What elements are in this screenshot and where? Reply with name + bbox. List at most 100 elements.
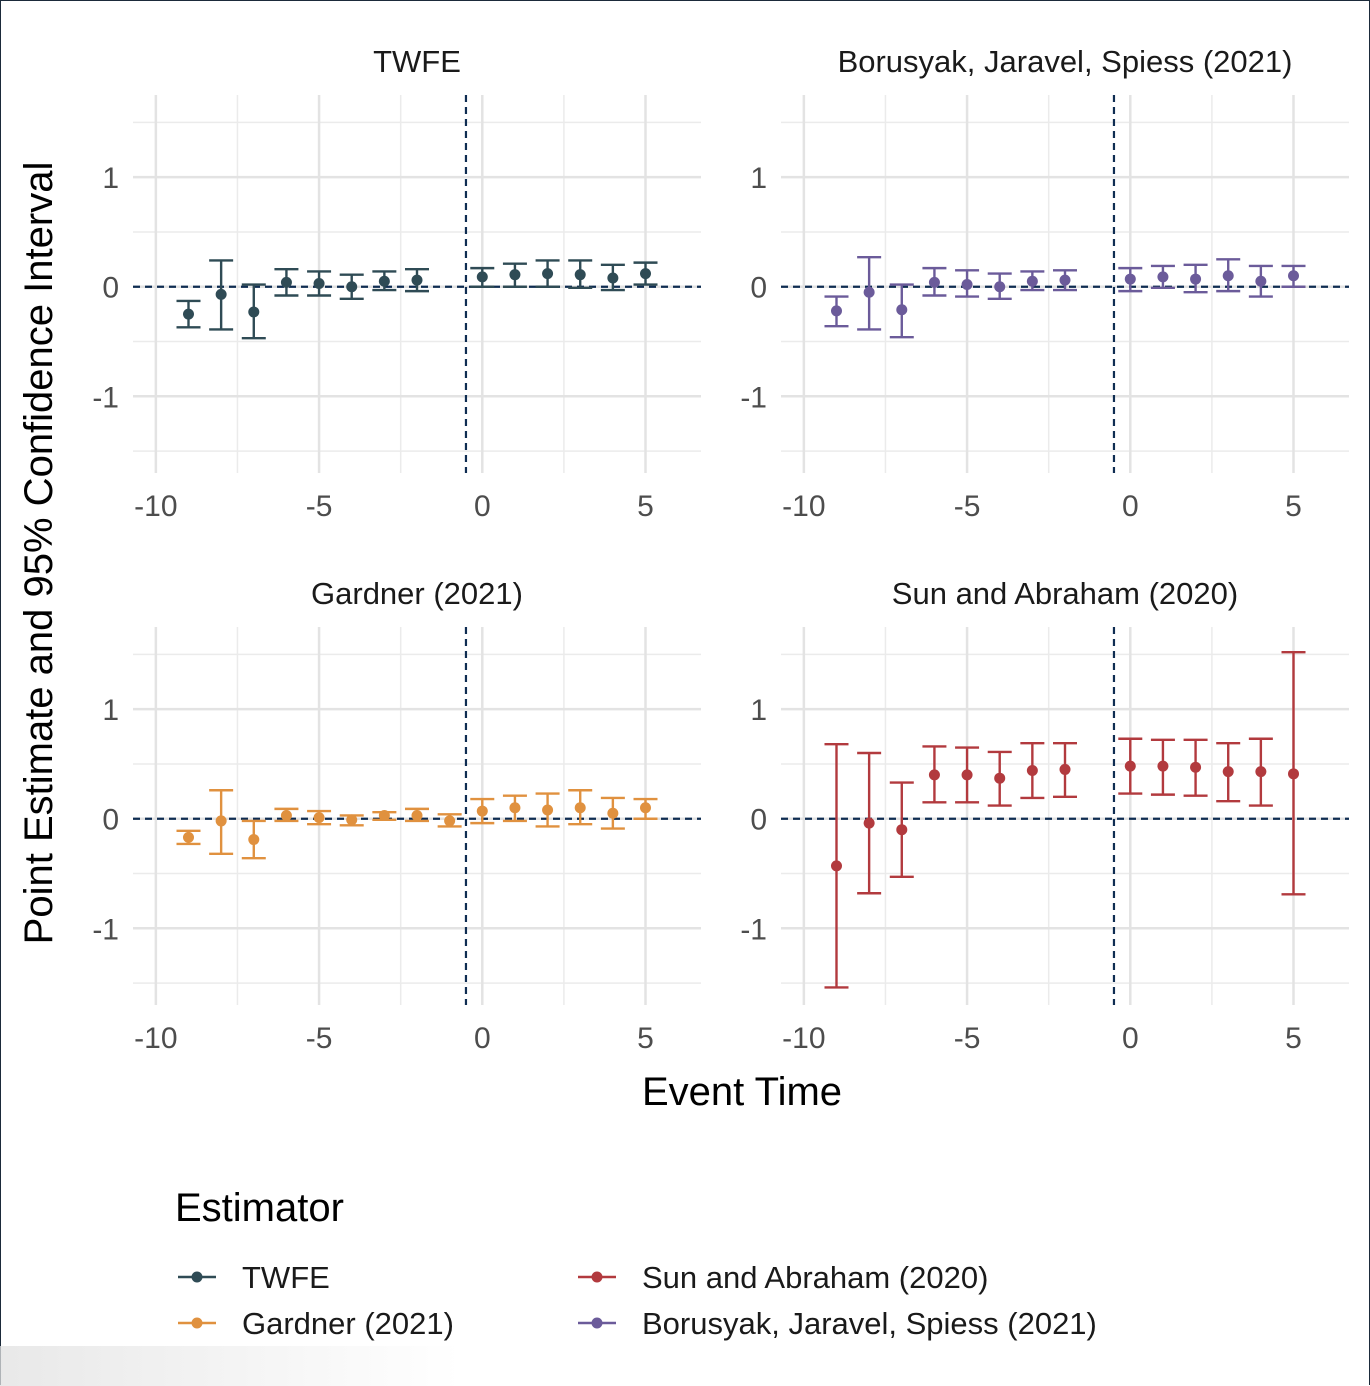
point-estimate	[1190, 761, 1202, 773]
point-estimate	[509, 269, 521, 281]
panel-title: Sun and Abraham (2020)	[892, 576, 1238, 611]
y-tick-label: 0	[750, 272, 767, 305]
point-estimate	[378, 275, 390, 287]
point-estimate	[542, 268, 554, 280]
legend-items: TWFE Gardner (2021) Sun and Abraham (2020)…	[178, 1260, 1097, 1341]
x-tick-label: 0	[474, 1022, 491, 1055]
x-tick-label: -10	[782, 1022, 825, 1055]
point-estimate	[280, 276, 292, 288]
point-estimate	[248, 834, 260, 846]
point-estimate	[896, 824, 908, 836]
point-estimate	[313, 277, 325, 289]
point-estimate	[476, 805, 488, 817]
point-estimate	[830, 305, 842, 317]
point-estimate	[346, 281, 358, 293]
y-tick-label: -1	[92, 913, 119, 946]
x-tick-label: 5	[637, 1022, 654, 1055]
x-tick-label: 0	[1122, 1022, 1139, 1055]
x-tick-label: 5	[1285, 490, 1302, 523]
panel-title: Borusyak, Jaravel, Spiess (2021)	[838, 44, 1293, 79]
y-tick-label: 1	[102, 694, 119, 727]
point-estimate	[830, 860, 842, 872]
x-tick-label: 5	[1285, 1022, 1302, 1055]
y-tick-label: 1	[750, 694, 767, 727]
y-axis-title: Point Estimate and 95% Confidence Interv…	[17, 162, 61, 945]
point-estimate	[280, 809, 292, 821]
point-estimate	[607, 807, 619, 819]
legend-label: Sun and Abraham (2020)	[642, 1260, 988, 1295]
legend-key-point	[191, 1317, 203, 1329]
corner-shadow	[0, 1346, 460, 1386]
point-estimate	[640, 268, 652, 280]
point-estimate	[215, 815, 227, 827]
point-estimate	[378, 809, 390, 821]
point-estimate	[863, 817, 875, 829]
x-tick-label: -5	[306, 490, 333, 523]
x-tick-label: -10	[134, 490, 177, 523]
point-estimate	[248, 306, 260, 318]
x-tick-label: 0	[474, 490, 491, 523]
point-estimate	[1157, 760, 1169, 772]
point-estimate	[961, 279, 973, 291]
point-estimate	[961, 769, 973, 781]
legend-item: Sun and Abraham (2020)	[578, 1260, 988, 1295]
point-estimate	[1059, 274, 1071, 286]
point-estimate	[1124, 760, 1136, 772]
point-estimate	[542, 804, 554, 816]
point-estimate	[182, 831, 194, 843]
y-tick-label: 1	[102, 162, 119, 195]
point-estimate	[1026, 275, 1038, 287]
x-tick-label: -5	[306, 1022, 333, 1055]
legend-key-point	[591, 1317, 603, 1329]
point-estimate	[444, 815, 456, 827]
point-estimate	[1026, 765, 1038, 777]
point-estimate	[574, 269, 586, 281]
legend-item: TWFE	[178, 1260, 330, 1295]
x-tick-label: -10	[782, 490, 825, 523]
point-estimate	[1255, 766, 1267, 778]
y-tick-label: -1	[92, 381, 119, 414]
point-estimate	[509, 802, 521, 814]
point-estimate	[411, 274, 423, 286]
legend-key-point	[191, 1271, 203, 1283]
y-tick-label: -1	[740, 913, 767, 946]
point-estimate	[346, 814, 358, 826]
point-estimate	[994, 281, 1006, 293]
panel-title: Gardner (2021)	[311, 576, 523, 611]
point-estimate	[928, 769, 940, 781]
point-estimate	[215, 288, 227, 300]
legend-key-point	[591, 1271, 603, 1283]
point-estimate	[896, 304, 908, 316]
legend-label: Gardner (2021)	[242, 1306, 454, 1341]
y-tick-label: 0	[102, 804, 119, 837]
point-estimate	[1124, 273, 1136, 285]
legend-title: Estimator	[175, 1186, 344, 1230]
point-estimate	[476, 271, 488, 283]
y-tick-label: 0	[750, 804, 767, 837]
point-estimate	[313, 812, 325, 824]
point-estimate	[1288, 270, 1300, 282]
point-estimate	[182, 308, 194, 320]
point-estimate	[574, 802, 586, 814]
y-tick-label: -1	[740, 381, 767, 414]
x-axis-title: Event Time	[642, 1070, 842, 1114]
y-tick-label: 0	[102, 272, 119, 305]
x-tick-label: -5	[954, 1022, 981, 1055]
point-estimate	[411, 809, 423, 821]
x-tick-label: -5	[954, 490, 981, 523]
legend-item: Borusyak, Jaravel, Spiess (2021)	[578, 1306, 1097, 1341]
point-estimate	[607, 272, 619, 284]
point-estimate	[1222, 766, 1234, 778]
point-estimate	[1288, 768, 1300, 780]
x-tick-label: 5	[637, 490, 654, 523]
point-estimate	[863, 286, 875, 298]
point-estimate	[1255, 275, 1267, 287]
legend-label: TWFE	[242, 1260, 330, 1295]
point-estimate	[640, 802, 652, 814]
